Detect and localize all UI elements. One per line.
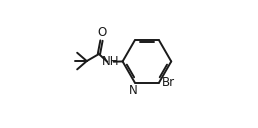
Text: N: N [129, 84, 138, 97]
Text: O: O [97, 25, 107, 39]
Text: Br: Br [162, 76, 174, 89]
Text: NH: NH [102, 55, 119, 68]
